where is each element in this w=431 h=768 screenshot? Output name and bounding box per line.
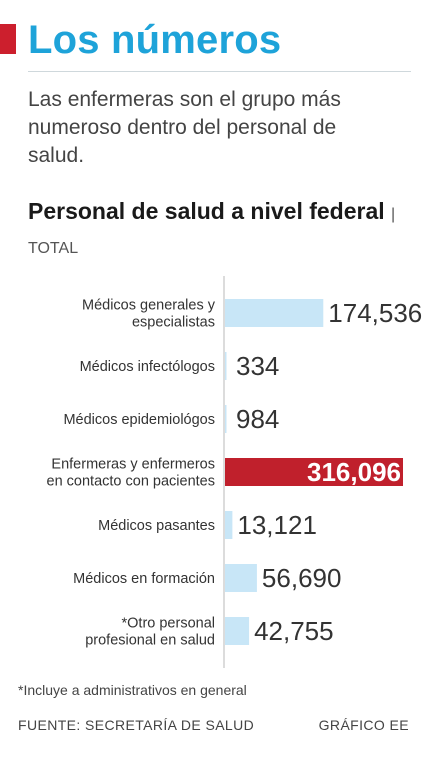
value-label-6: 56,690 xyxy=(262,563,342,593)
title-rule xyxy=(28,71,411,72)
category-label-4: Enfermeras y enfermeros en contacto con p… xyxy=(47,457,215,490)
chart-title: Personal de salud a nivel federal | TOTA… xyxy=(28,196,408,264)
chart-title-text: Personal de salud a nivel federal xyxy=(28,198,385,224)
category-label-2: Médicos infectólogos xyxy=(80,359,215,375)
credit: GRÁFICO EE xyxy=(318,717,409,733)
headline: Los números xyxy=(28,18,282,62)
value-label-7: 42,755 xyxy=(254,616,334,646)
value-label-1: 174,536 xyxy=(328,298,422,328)
bar-2 xyxy=(225,352,227,380)
subtitle: Las enfermeras son el grupo más numeroso… xyxy=(28,88,341,167)
chart-unit: | TOTAL xyxy=(28,206,396,257)
category-label-1: Médicos generales y especialistas xyxy=(82,298,216,331)
footnote: *Incluye a administrativos en general xyxy=(18,682,247,698)
value-label-2: 334 xyxy=(236,351,279,381)
bar-chart: Médicos generales y especialistas 174,536 M… xyxy=(47,276,422,668)
value-label-3: 984 xyxy=(236,404,279,434)
value-label-4: 316,096 xyxy=(307,457,401,487)
source: FUENTE: SECRETARÍA DE SALUD xyxy=(18,717,255,733)
bar-1 xyxy=(225,299,324,327)
bar-6 xyxy=(225,564,257,592)
category-label-3: Médicos epidemiológos xyxy=(63,412,215,428)
chart-unit-text: TOTAL xyxy=(28,240,79,257)
accent-bar xyxy=(0,24,16,54)
bar-5 xyxy=(225,511,233,539)
bar-4 xyxy=(225,458,403,486)
bar-3 xyxy=(225,405,227,433)
category-label-6: Médicos en formación xyxy=(73,571,215,587)
value-label-5: 13,121 xyxy=(237,510,317,540)
category-label-7: *Otro personal profesional en salud xyxy=(85,616,215,649)
bar-7 xyxy=(225,617,250,645)
category-label-5: Médicos pasantes xyxy=(98,518,215,534)
